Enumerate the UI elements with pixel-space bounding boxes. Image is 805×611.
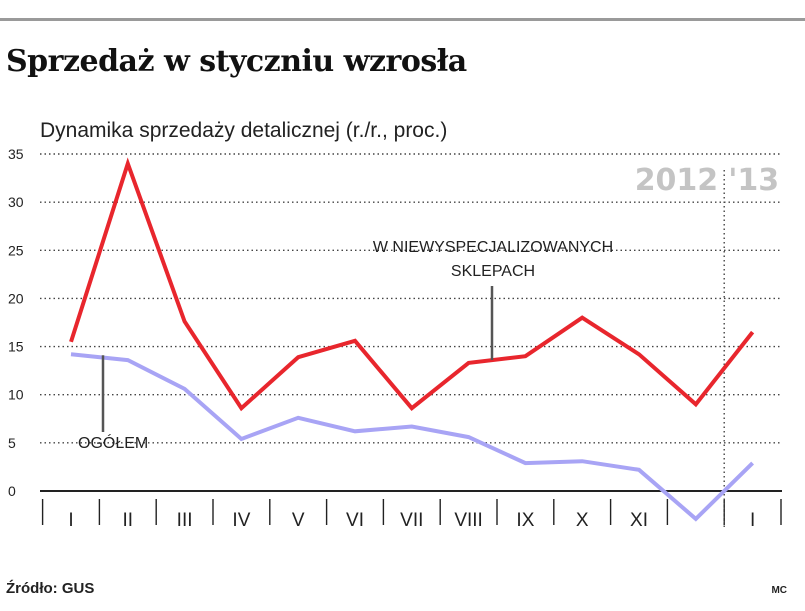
x-tick-label: I	[68, 510, 73, 531]
series-label-0-line-1: W NIEWYSPECJALIZOWANYCH	[373, 239, 613, 256]
year-label-2013: '13	[728, 163, 779, 198]
y-tick-label: 35	[8, 146, 24, 162]
x-tick-label: III	[177, 510, 193, 531]
author-initials: MC	[771, 585, 787, 596]
year-label-2012: 2012	[635, 163, 719, 198]
x-tick-label: I	[750, 510, 755, 531]
x-tick-label: IV	[232, 510, 250, 531]
y-tick-label: 20	[8, 290, 24, 306]
y-tick-label: 15	[8, 339, 24, 355]
chart-subtitle: Dynamika sprzedaży detalicznej (r./r., p…	[40, 119, 448, 142]
x-tick-label: XI	[630, 510, 648, 531]
x-tick-label: II	[123, 510, 134, 531]
x-tick-label: VIII	[454, 510, 483, 531]
top-rule	[0, 18, 805, 21]
x-tick-label: VII	[400, 510, 423, 531]
x-tick-label: V	[292, 510, 305, 531]
x-tick-label: VI	[346, 510, 364, 531]
y-tick-label: 30	[8, 194, 24, 210]
x-tick-label: X	[576, 510, 589, 531]
series-label-0-line-2: SKLEPACH	[451, 263, 535, 280]
y-tick-label: 5	[8, 435, 16, 451]
chart-title: Sprzedaż w styczniu wzrosła	[6, 44, 467, 79]
series-line-0	[69, 157, 755, 412]
series-label-1: OGÓŁEM	[78, 433, 148, 452]
y-tick-label: 0	[8, 483, 16, 499]
y-tick-label: 10	[8, 387, 24, 403]
series-line-1	[70, 352, 755, 522]
source-note: Źródło: GUS	[6, 580, 95, 597]
x-tick-label: IX	[516, 510, 534, 531]
y-tick-label: 25	[8, 242, 24, 258]
